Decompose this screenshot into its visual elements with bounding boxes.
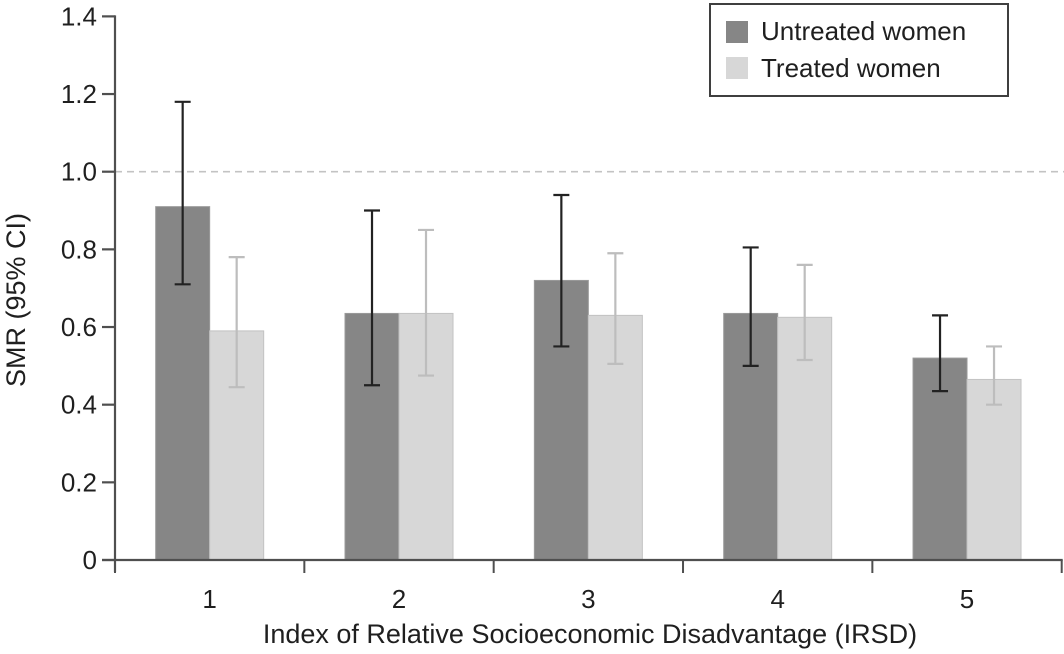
x-category-label: 4 [770, 584, 784, 614]
errorbar-treated-4 [796, 263, 813, 362]
y-tick-label: 0.6 [61, 312, 97, 342]
y-tick-label: 0.2 [61, 467, 97, 497]
x-category-label: 1 [202, 584, 216, 614]
errorbar-untreated-3 [553, 193, 570, 348]
legend: Untreated women Treated women [709, 3, 1009, 97]
errorbar-untreated-4 [742, 246, 759, 367]
errorbar-treated-5 [986, 345, 1003, 406]
y-tick-label: 0 [83, 545, 97, 575]
errorbar-untreated-2 [364, 209, 381, 387]
legend-label-untreated: Untreated women [761, 16, 967, 47]
legend-swatch-untreated-icon [726, 20, 748, 43]
y-tick-label: 1.4 [61, 1, 97, 31]
bar-treated-5 [966, 378, 1022, 561]
y-tick-label: 1.0 [61, 157, 97, 187]
errorbar-untreated-1 [174, 100, 191, 286]
y-tick-label: 1.2 [61, 79, 97, 109]
errorbar-treated-2 [418, 228, 435, 377]
x-category-label: 3 [581, 584, 595, 614]
legend-swatch-treated-icon [726, 57, 748, 80]
y-tick-label: 0.8 [61, 234, 97, 264]
legend-entry-treated: Treated women [726, 54, 1007, 83]
y-axis-title: SMR (95% CI) [1, 213, 31, 387]
x-axis-title: Index of Relative Socioeconomic Disadvan… [263, 619, 917, 649]
legend-label-treated: Treated women [761, 53, 941, 83]
x-category-label: 2 [392, 584, 406, 614]
errorbar-treated-1 [228, 256, 245, 389]
y-tick-label: 0.4 [61, 390, 97, 420]
legend-entry-untreated: Untreated women [726, 17, 1007, 46]
errorbar-treated-3 [607, 252, 624, 366]
errorbar-untreated-5 [932, 314, 949, 393]
x-category-label: 5 [960, 584, 974, 614]
